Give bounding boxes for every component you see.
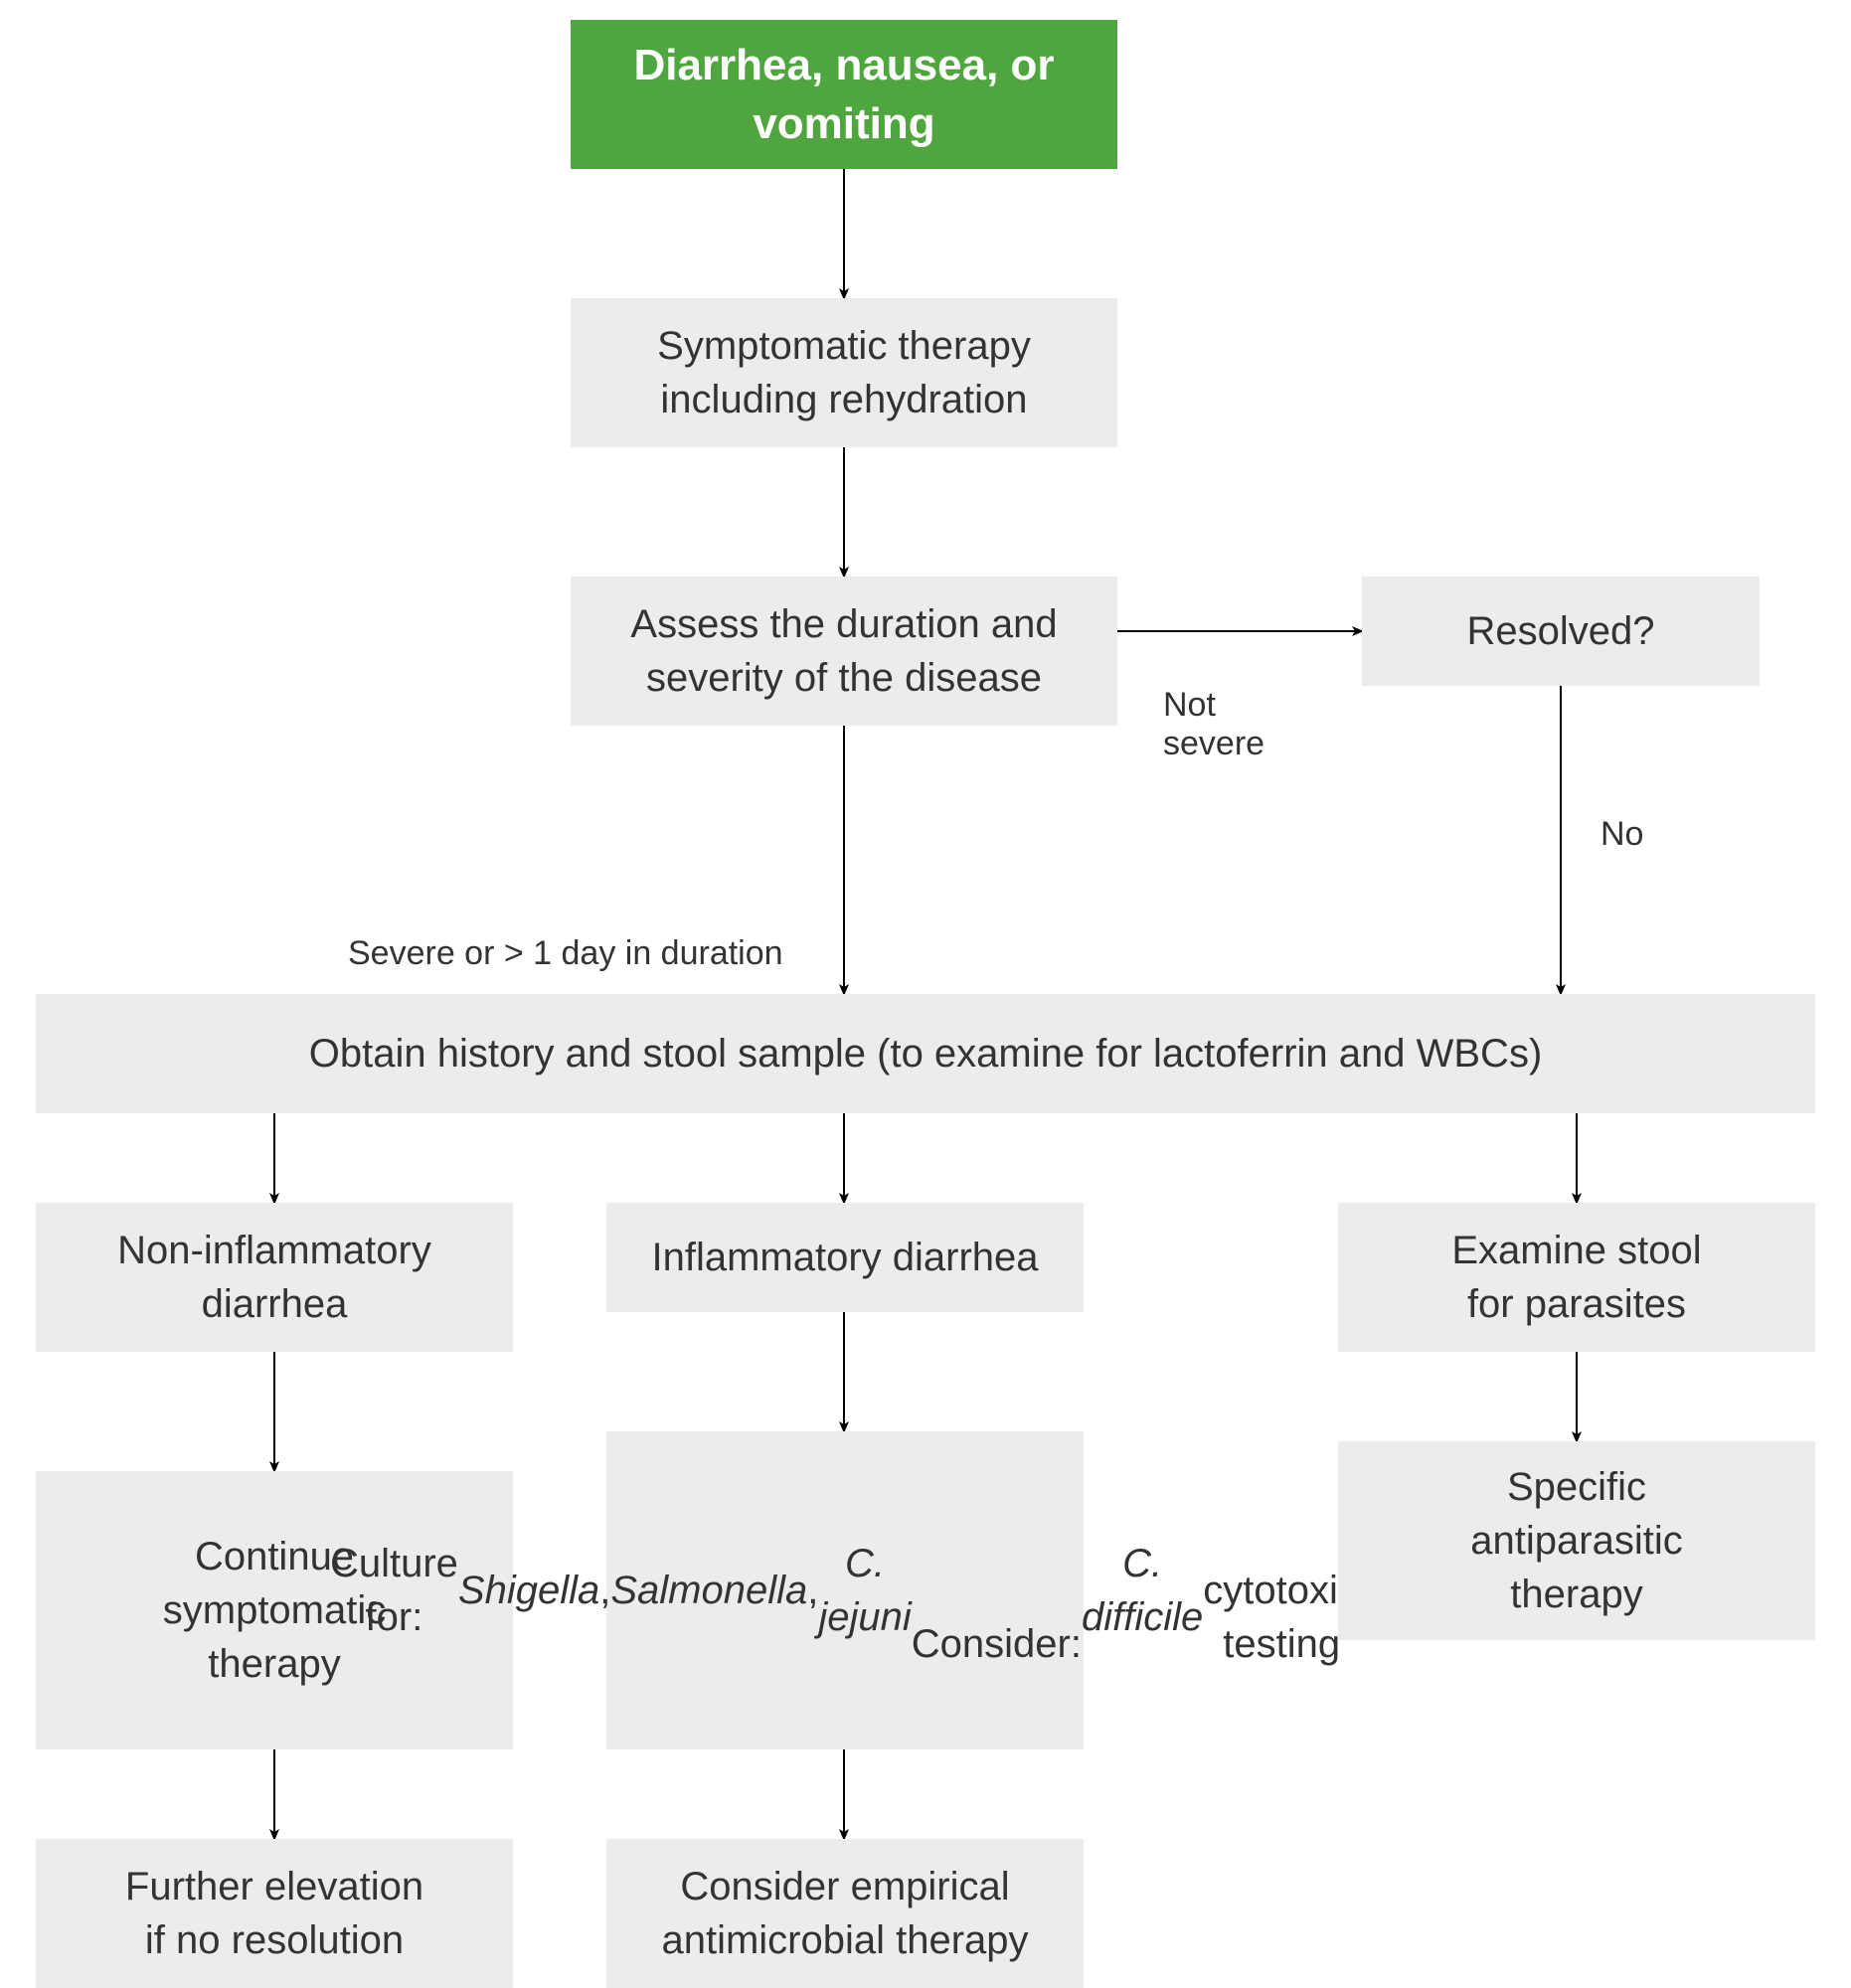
node-resolved: Resolved? bbox=[1362, 577, 1760, 686]
node-culture: Culture for: Shigella,Salmonella, C. jej… bbox=[606, 1431, 1084, 1749]
node-obtain: Obtain history and stool sample (to exam… bbox=[36, 994, 1815, 1113]
node-further: Further elevation if no resolution bbox=[36, 1839, 513, 1988]
node-examstool: Examine stool for parasites bbox=[1338, 1203, 1815, 1352]
node-symptomatic: Symptomatic therapy including rehydratio… bbox=[571, 298, 1117, 447]
edge-label-assess-obtain: Severe or > 1 day in duration bbox=[348, 934, 783, 973]
edge-label-assess-resolved: Not severe bbox=[1163, 686, 1264, 763]
node-noninflam: Non-inflammatory diarrhea bbox=[36, 1203, 513, 1352]
node-assess: Assess the duration and severity of the … bbox=[571, 577, 1117, 726]
node-empirical: Consider empirical antimicrobial therapy bbox=[606, 1839, 1084, 1988]
node-specific: Specific antiparasitic therapy bbox=[1338, 1441, 1815, 1640]
node-start: Diarrhea, nausea, or vomiting bbox=[571, 20, 1117, 169]
node-inflam: Inflammatory diarrhea bbox=[606, 1203, 1084, 1312]
edge-label-resolved-obtain: No bbox=[1600, 815, 1643, 854]
